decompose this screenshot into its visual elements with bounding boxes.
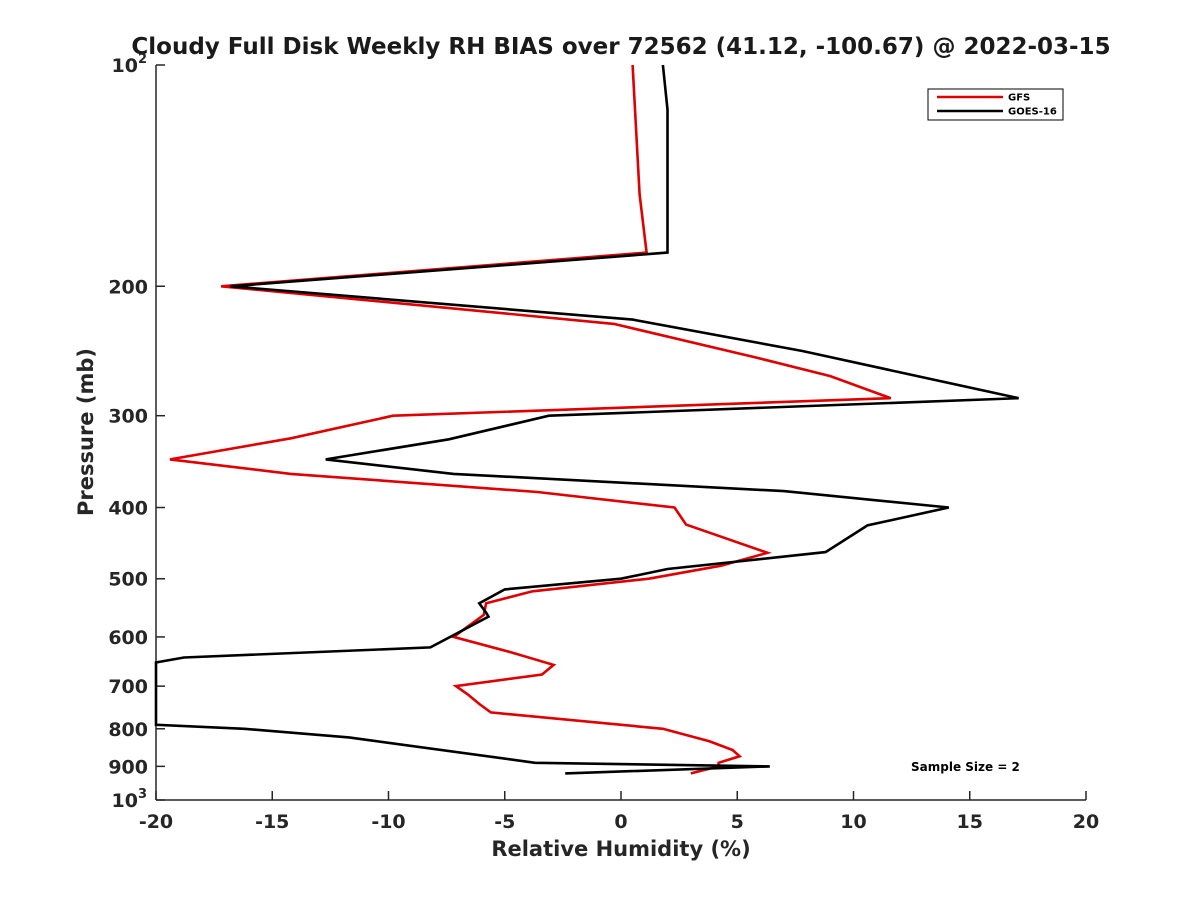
- x-axis-label: Relative Humidity (%): [491, 837, 750, 861]
- series-line-gfs: [169, 64, 892, 775]
- y-tick-label: 900: [108, 756, 148, 778]
- legend-label-gfs: GFS: [1008, 93, 1030, 104]
- y-tick-label: 600: [108, 627, 148, 649]
- x-tick-label: -15: [255, 811, 289, 833]
- x-axis-ticks: -20 -15 -10 -5 0 5 10 15 20: [139, 791, 1099, 833]
- chart-title: Cloudy Full Disk Weekly RH BIAS over 725…: [131, 34, 1110, 60]
- y-tick-label: 200: [108, 276, 148, 298]
- y-axis-label: Pressure (mb): [74, 348, 98, 516]
- y-tick-label: 102: [112, 52, 148, 77]
- y-tick-label: 800: [108, 719, 148, 741]
- sample-size-annotation: Sample Size = 2: [911, 760, 1020, 774]
- series-layer: [154, 64, 1019, 775]
- series-line-goes16: [154, 64, 1019, 775]
- x-tick-label: 5: [731, 811, 744, 833]
- legend-box: [927, 88, 1064, 121]
- x-tick-label: 10: [840, 811, 866, 833]
- y-tick-label: 400: [108, 498, 148, 520]
- y-tick-label: 103: [112, 787, 148, 812]
- x-tick-label: -10: [371, 811, 405, 833]
- x-tick-label: 0: [614, 811, 627, 833]
- legend-label-goes16: GOES-16: [1008, 107, 1057, 118]
- y-tick-label: 700: [108, 676, 148, 698]
- y-tick-label: 500: [108, 569, 148, 591]
- y-axis-ticks: 102 200 300 400 500 600 700 800 900 103: [108, 52, 165, 812]
- x-tick-label: 15: [957, 811, 983, 833]
- x-tick-label: -5: [494, 811, 515, 833]
- x-tick-label: 20: [1073, 811, 1099, 833]
- x-tick-label: -20: [139, 811, 173, 833]
- legend: GFS GOES-16: [927, 88, 1064, 121]
- y-tick-label: 300: [108, 406, 148, 428]
